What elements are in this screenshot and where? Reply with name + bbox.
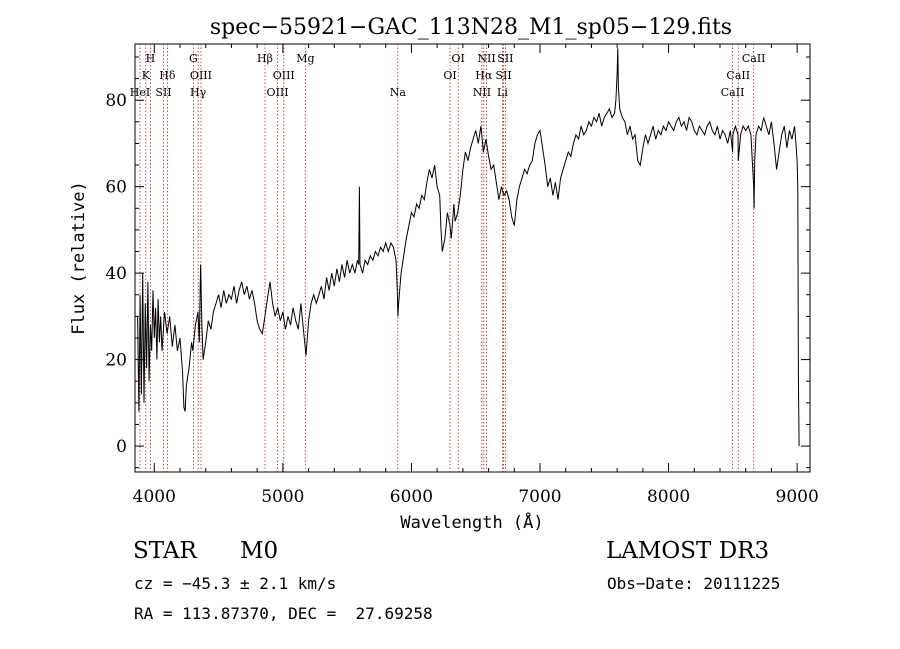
chart-title: spec−55921−GAC_113N28_M1_sp05−129.fits [210,15,732,40]
y-tick-label: 20 [105,351,127,371]
line-label: OIII [273,69,295,82]
line-label: CaII [742,52,766,65]
x-tick-label: 9000 [776,487,819,507]
line-label: SII [495,69,511,82]
line-label: NII [473,86,491,99]
line-label: Hδ [159,69,176,82]
x-tick-label: 6000 [390,487,433,507]
line-label: OI [452,52,465,65]
y-axis: 0 20 40 60 80 [105,56,810,469]
object-class: STAR [133,538,197,564]
line-label: Na [390,86,407,99]
line-label: Hγ [190,86,207,99]
survey-name: LAMOST DR3 [606,538,770,564]
line-label: Hβ [257,52,273,65]
line-label: Hα [475,69,493,82]
y-tick-label: 80 [105,91,127,111]
redshift-cz: cz = −45.3 ± 2.1 km/s [134,574,337,593]
line-label: H [146,52,156,65]
line-label: OIII [190,69,212,82]
line-label: SII [155,86,171,99]
spectral-line-markers [139,44,755,472]
x-axis: 4000 5000 6000 7000 8000 9000 [133,44,819,507]
y-tick-label: 0 [116,437,127,457]
line-label: Li [497,86,508,99]
line-label: SII [497,52,513,65]
line-label: NII [477,52,495,65]
x-axis-label: Wavelength (Å) [400,511,543,533]
x-tick-label: 5000 [261,487,304,507]
x-tick-label: 8000 [647,487,690,507]
x-tick-label: 7000 [518,487,561,507]
line-label: HeI [130,86,150,99]
line-label: OIII [267,86,289,99]
spectral-line-labels: HeIKHSIIHδGHγOIIIHβOIIIOIIIMgNaOIOINIIHα… [130,52,766,99]
spectrum-series [137,48,800,447]
line-label: G [189,52,198,65]
x-tick-label: 4000 [133,487,176,507]
object-subclass: M0 [240,538,279,564]
spectrum-line [137,48,800,447]
y-axis-label: Flux (relative) [69,181,89,335]
line-label: CaII [726,69,750,82]
line-label: CaII [721,86,745,99]
line-label: OI [443,69,456,82]
plot-frame [134,43,811,473]
y-tick-label: 60 [105,178,127,198]
coordinates: RA = 113.87370, DEC = 27.69258 [134,604,433,623]
line-label: Mg [296,52,314,65]
y-tick-label: 40 [105,264,127,284]
line-label: K [142,69,151,82]
observation-date: Obs−Date: 20111225 [607,574,781,593]
